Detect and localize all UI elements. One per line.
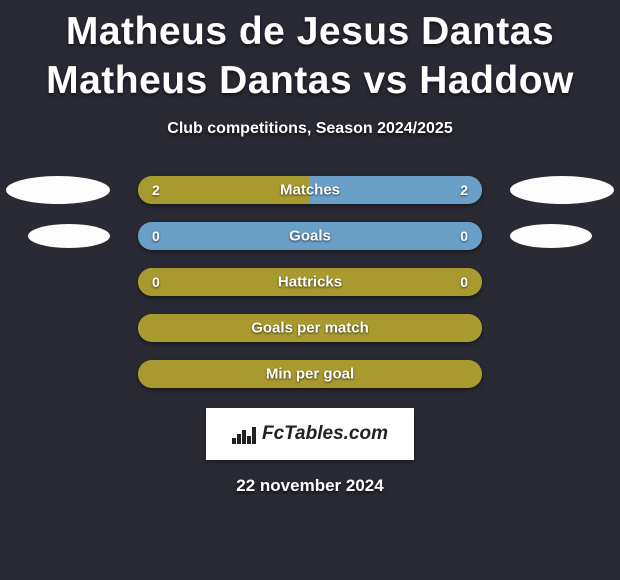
- spacer: [6, 268, 110, 296]
- stat-label: Matches: [280, 181, 340, 198]
- comparison-chart: 2 2 Matches 0 0 Goals 0 0 Hattricks Goals per mat…: [0, 176, 620, 388]
- spacer: [510, 268, 614, 296]
- stat-row: 0 0 Hattricks: [0, 268, 620, 296]
- stat-label: Goals: [289, 227, 331, 244]
- stat-value-right: 2: [460, 182, 468, 198]
- stat-value-right: 0: [460, 228, 468, 244]
- stat-label: Hattricks: [278, 273, 342, 290]
- subtitle: Club competitions, Season 2024/2025: [0, 120, 620, 138]
- date-text: 22 november 2024: [0, 476, 620, 496]
- player-badge-right: [510, 224, 592, 248]
- spacer: [6, 360, 110, 388]
- spacer: [510, 314, 614, 342]
- stat-label: Min per goal: [266, 365, 354, 382]
- stat-row: Min per goal: [0, 360, 620, 388]
- bars-icon: [232, 424, 256, 444]
- stat-row: Goals per match: [0, 314, 620, 342]
- stat-value-right: 0: [460, 274, 468, 290]
- spacer: [6, 314, 110, 342]
- stat-bar: 2 2 Matches: [138, 176, 482, 204]
- brand-text: FcTables.com: [262, 423, 388, 445]
- player-badge-left: [28, 224, 110, 248]
- stat-bar: Min per goal: [138, 360, 482, 388]
- page-title: Matheus de Jesus Dantas Matheus Dantas v…: [0, 0, 620, 106]
- stat-row: 0 0 Goals: [0, 222, 620, 250]
- stat-label: Goals per match: [251, 319, 369, 336]
- stat-value-left: 0: [152, 228, 160, 244]
- stat-value-left: 2: [152, 182, 160, 198]
- stat-bar: Goals per match: [138, 314, 482, 342]
- player-badge-left: [6, 176, 110, 204]
- brand-badge: FcTables.com: [206, 408, 414, 460]
- stat-row: 2 2 Matches: [0, 176, 620, 204]
- stat-bar: 0 0 Hattricks: [138, 268, 482, 296]
- spacer: [510, 360, 614, 388]
- player-badge-right: [510, 176, 614, 204]
- stat-bar: 0 0 Goals: [138, 222, 482, 250]
- stat-value-left: 0: [152, 274, 160, 290]
